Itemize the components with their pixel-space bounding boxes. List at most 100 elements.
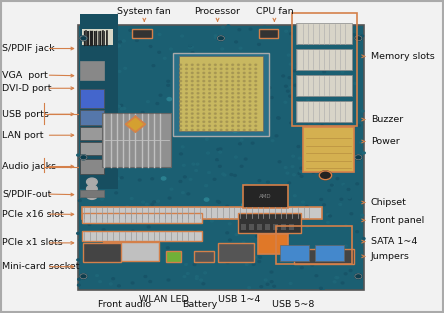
Circle shape xyxy=(280,282,282,284)
Circle shape xyxy=(191,117,193,118)
Circle shape xyxy=(121,147,123,149)
Circle shape xyxy=(104,38,107,40)
Circle shape xyxy=(238,89,239,90)
Circle shape xyxy=(127,253,130,255)
FancyBboxPatch shape xyxy=(238,213,301,233)
Circle shape xyxy=(116,46,119,48)
Circle shape xyxy=(180,129,182,131)
Circle shape xyxy=(226,85,228,86)
Circle shape xyxy=(133,48,136,50)
Circle shape xyxy=(276,264,279,265)
FancyBboxPatch shape xyxy=(280,245,309,261)
Circle shape xyxy=(298,157,301,159)
Circle shape xyxy=(276,234,279,236)
Circle shape xyxy=(183,176,186,178)
Circle shape xyxy=(243,121,245,122)
Circle shape xyxy=(248,287,250,289)
Circle shape xyxy=(222,173,225,175)
Circle shape xyxy=(214,113,216,114)
Circle shape xyxy=(269,174,272,176)
Circle shape xyxy=(191,113,193,114)
Circle shape xyxy=(220,85,222,86)
FancyBboxPatch shape xyxy=(80,110,104,125)
Circle shape xyxy=(307,165,309,167)
Circle shape xyxy=(321,89,323,91)
Circle shape xyxy=(214,101,216,102)
Circle shape xyxy=(220,129,222,131)
Circle shape xyxy=(189,178,192,180)
Circle shape xyxy=(249,105,251,106)
Circle shape xyxy=(167,98,171,101)
Circle shape xyxy=(205,185,207,187)
Circle shape xyxy=(131,198,133,199)
Circle shape xyxy=(149,211,151,213)
Circle shape xyxy=(203,97,205,98)
Circle shape xyxy=(312,183,315,185)
Circle shape xyxy=(226,121,228,122)
Circle shape xyxy=(233,129,238,132)
Circle shape xyxy=(268,254,270,256)
Circle shape xyxy=(295,57,298,59)
Circle shape xyxy=(341,71,344,73)
Circle shape xyxy=(360,72,362,74)
Circle shape xyxy=(194,79,197,80)
Circle shape xyxy=(249,64,251,65)
Circle shape xyxy=(105,260,107,262)
Circle shape xyxy=(224,62,226,64)
Circle shape xyxy=(220,121,222,122)
Circle shape xyxy=(131,282,134,284)
Circle shape xyxy=(232,121,234,122)
Circle shape xyxy=(173,65,176,67)
Circle shape xyxy=(213,178,216,180)
Circle shape xyxy=(331,43,333,44)
Circle shape xyxy=(234,156,237,158)
Circle shape xyxy=(342,131,345,132)
Circle shape xyxy=(334,32,337,33)
Circle shape xyxy=(147,101,149,103)
Circle shape xyxy=(325,133,327,135)
Circle shape xyxy=(286,90,289,92)
Circle shape xyxy=(259,62,262,64)
Circle shape xyxy=(244,255,246,257)
Circle shape xyxy=(283,34,285,36)
Circle shape xyxy=(168,116,171,118)
Circle shape xyxy=(136,150,139,151)
Circle shape xyxy=(209,114,211,116)
Circle shape xyxy=(332,90,335,92)
Circle shape xyxy=(249,113,251,114)
Circle shape xyxy=(232,101,234,102)
FancyBboxPatch shape xyxy=(296,75,352,96)
Circle shape xyxy=(195,275,198,277)
Circle shape xyxy=(163,57,166,59)
Circle shape xyxy=(358,212,361,214)
Circle shape xyxy=(214,168,217,170)
Circle shape xyxy=(186,72,187,74)
Circle shape xyxy=(180,121,182,122)
FancyBboxPatch shape xyxy=(132,29,152,38)
Circle shape xyxy=(301,201,304,203)
Circle shape xyxy=(178,80,180,82)
Circle shape xyxy=(143,124,146,126)
Circle shape xyxy=(221,151,223,153)
Circle shape xyxy=(166,275,169,277)
Circle shape xyxy=(214,121,216,122)
Circle shape xyxy=(222,26,224,28)
Circle shape xyxy=(186,89,187,90)
Circle shape xyxy=(108,125,111,126)
Circle shape xyxy=(271,140,274,142)
Circle shape xyxy=(238,125,239,126)
Circle shape xyxy=(327,127,329,129)
Circle shape xyxy=(116,35,119,37)
Circle shape xyxy=(335,277,337,279)
Circle shape xyxy=(129,29,131,31)
Circle shape xyxy=(304,67,307,69)
Circle shape xyxy=(137,44,140,46)
Circle shape xyxy=(110,64,113,65)
Circle shape xyxy=(78,284,80,286)
Circle shape xyxy=(214,72,216,74)
Circle shape xyxy=(203,117,205,118)
Circle shape xyxy=(207,235,210,237)
Circle shape xyxy=(243,97,245,98)
Circle shape xyxy=(238,97,239,98)
Circle shape xyxy=(132,217,135,219)
